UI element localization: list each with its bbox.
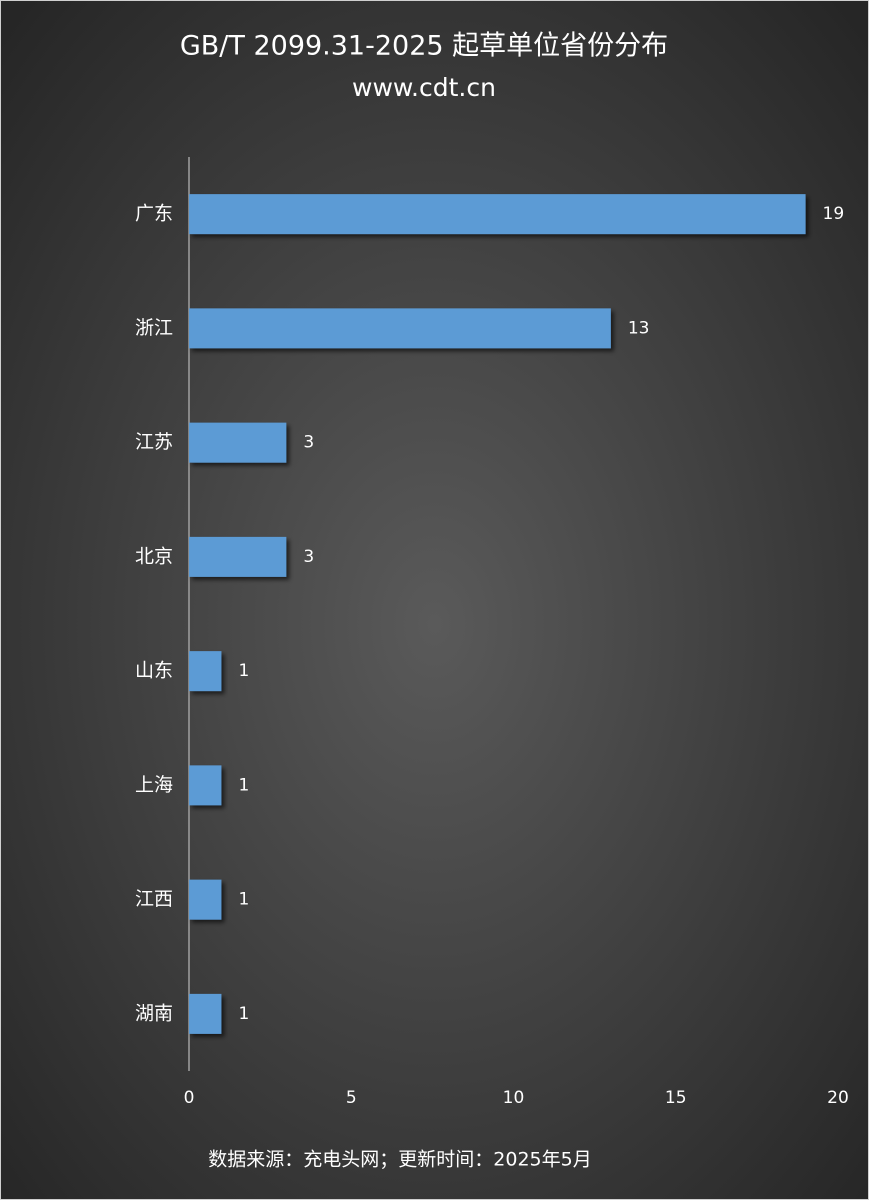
y-tick-label: 山东 <box>135 660 173 682</box>
chart-subtitle: www.cdt.cn <box>352 73 496 102</box>
y-tick-label: 江西 <box>135 888 173 910</box>
y-tick-label: 浙江 <box>135 317 173 339</box>
bar <box>189 308 611 349</box>
x-tick-label: 5 <box>346 1088 357 1108</box>
value-label: 1 <box>238 890 249 910</box>
value-label: 1 <box>238 661 249 681</box>
y-tick-label: 湖南 <box>135 1002 173 1024</box>
bar <box>189 651 222 692</box>
bar <box>189 194 806 235</box>
x-tick-label: 20 <box>827 1088 849 1108</box>
y-tick-label: 上海 <box>135 774 173 796</box>
bar <box>189 879 222 920</box>
value-label: 13 <box>628 318 650 338</box>
footnote: 数据来源：充电头网；更新时间：2025年5月 <box>208 1149 591 1171</box>
value-label: 3 <box>303 547 314 567</box>
x-tick-label: 15 <box>665 1088 687 1108</box>
bar <box>189 422 287 463</box>
chart-title: GB/T 2099.31-2025 起草单位省份分布 <box>180 31 668 62</box>
y-tick-label: 江苏 <box>135 431 173 453</box>
value-label: 19 <box>823 204 845 224</box>
bar <box>189 993 222 1034</box>
value-label: 3 <box>303 433 314 453</box>
x-tick-label: 10 <box>503 1088 525 1108</box>
value-label: 1 <box>238 1004 249 1024</box>
y-tick-label: 广东 <box>135 203 173 225</box>
bar <box>189 765 222 806</box>
bar <box>189 536 287 577</box>
value-label: 1 <box>238 775 249 795</box>
x-tick-label: 0 <box>184 1088 195 1108</box>
y-tick-label: 北京 <box>135 545 173 567</box>
